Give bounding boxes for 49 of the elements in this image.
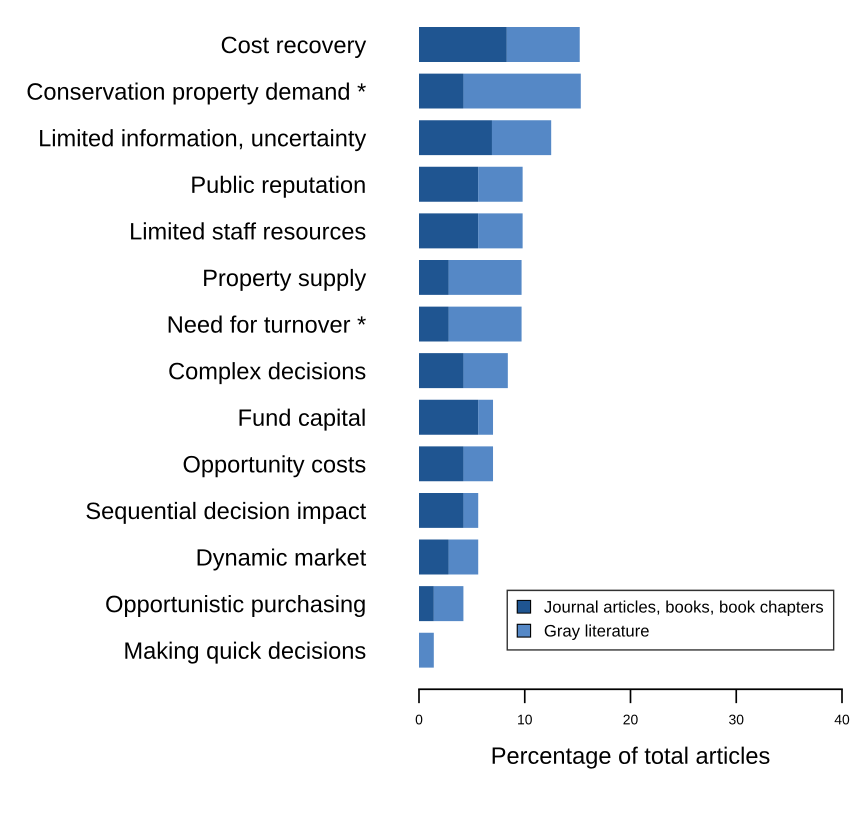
x-tick-label: 10: [518, 714, 532, 724]
y-tick-label: Limited information, uncertainty: [40, 129, 366, 152]
y-tick-label: Need for turnover *: [168, 315, 366, 333]
y-tick-label: Property supply: [204, 268, 366, 291]
bar: [434, 586, 464, 622]
bar: [463, 74, 581, 109]
y-tick-label: Public reputation: [192, 176, 365, 198]
bar: [419, 446, 464, 482]
bar: [478, 400, 494, 435]
bar: [448, 540, 478, 574]
bar: [478, 166, 523, 202]
y-tick-label: Limited staff resources: [131, 222, 366, 240]
bar: [419, 400, 478, 435]
bar: [506, 27, 580, 62]
legend-label: Gray literature: [544, 624, 649, 640]
bar: [478, 213, 523, 248]
y-tick-label: Cost recovery: [222, 36, 366, 58]
y-tick-label: Complex decisions: [169, 362, 366, 384]
bar: [492, 120, 552, 156]
bar: [419, 586, 434, 622]
bar: [419, 120, 492, 156]
y-tick-label: Sequential decision impact: [86, 502, 366, 524]
legend-label: Journal articles, books, book chapters: [544, 600, 824, 616]
bar: [419, 27, 507, 62]
bar: [448, 260, 522, 295]
bar: [419, 632, 434, 668]
x-axis-title: Percentage of total articles: [492, 746, 770, 769]
bar: [419, 74, 464, 109]
y-tick-label: Fund capital: [240, 408, 365, 431]
bar: [463, 492, 478, 528]
y-tick-label: Opportunity costs: [184, 455, 366, 478]
bar: [463, 446, 494, 482]
bar: [419, 166, 478, 202]
y-tick-label: Making quick decisions: [125, 642, 366, 664]
bar: [448, 306, 522, 342]
bar: [419, 260, 449, 295]
y-tick-label: Dynamic market: [198, 548, 366, 570]
bar: [419, 540, 449, 574]
bar: [419, 353, 464, 388]
y-tick-label: Conservation property demand *: [28, 82, 366, 105]
x-tick-label: 0: [416, 714, 422, 724]
x-tick-label: 30: [729, 714, 744, 724]
bar: [419, 492, 464, 528]
bar: [419, 306, 449, 342]
x-tick-label: 20: [623, 714, 638, 724]
bar: [419, 213, 478, 248]
x-tick-label: 40: [834, 714, 850, 724]
y-tick-label: Opportunistic purchasing: [106, 595, 365, 618]
bar: [463, 353, 508, 388]
